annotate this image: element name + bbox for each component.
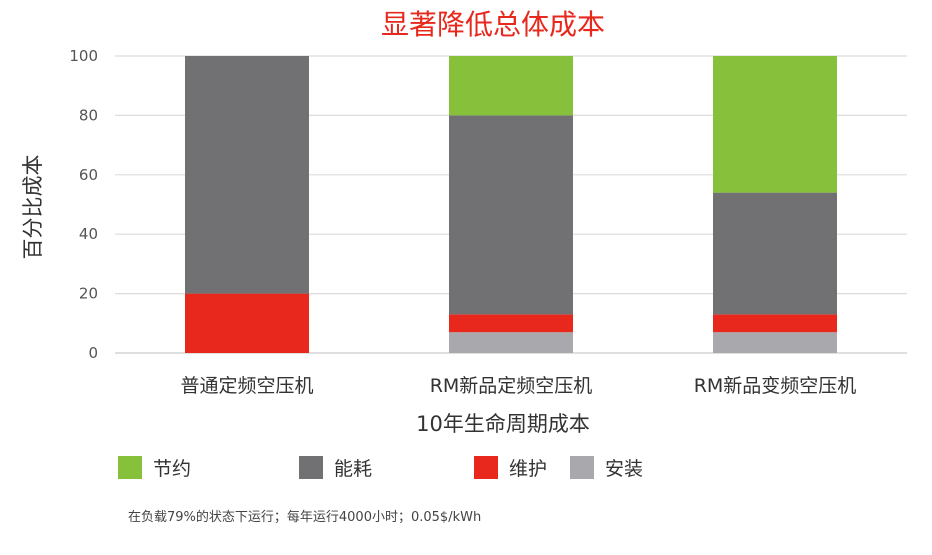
y-axis-label: 百分比成本: [21, 155, 45, 260]
bar-segment: [185, 293, 309, 353]
bar-segment: [449, 56, 573, 116]
bar-segment: [713, 314, 837, 333]
legend: 节约 能耗 维护 安装: [118, 456, 643, 480]
y-tick-label: 60: [79, 166, 98, 184]
bar-segment: [713, 192, 837, 315]
y-tick-label: 40: [79, 225, 98, 243]
y-tick-label: 80: [79, 106, 98, 124]
legend-label: 节约: [153, 458, 191, 480]
legend-swatch: [299, 456, 323, 479]
bar-segment: [713, 332, 837, 353]
y-tick-label: 100: [69, 47, 98, 65]
bar-segment: [449, 115, 573, 315]
bar-segment: [449, 314, 573, 333]
legend-label: 安装: [605, 458, 643, 480]
bar-segment: [185, 56, 309, 294]
y-tick-label: 0: [88, 344, 98, 362]
x-axis-label: 10年生命周期成本: [416, 412, 590, 436]
plot-area: 0 20 40 60 80 100 普通定频空压机 RM新品定频空压机 RM新品变频空压机: [69, 47, 907, 397]
legend-label: 能耗: [334, 458, 372, 480]
x-tick-label: RM新品定频空压机: [430, 375, 593, 397]
legend-label: 维护: [509, 458, 547, 480]
y-tick-label: 20: [79, 285, 98, 303]
chart-title: 显著降低总体成本: [381, 8, 605, 41]
legend-swatch: [474, 456, 498, 479]
bar-segment: [449, 332, 573, 353]
x-tick-label: RM新品变频空压机: [694, 375, 857, 397]
legend-swatch: [570, 456, 594, 479]
legend-swatch: [118, 456, 142, 479]
footnote: 在负载79%的状态下运行；每年运行4000小时；0.05$/kWh: [128, 509, 481, 525]
bar-segment: [713, 56, 837, 193]
x-tick-label: 普通定频空压机: [180, 375, 313, 397]
